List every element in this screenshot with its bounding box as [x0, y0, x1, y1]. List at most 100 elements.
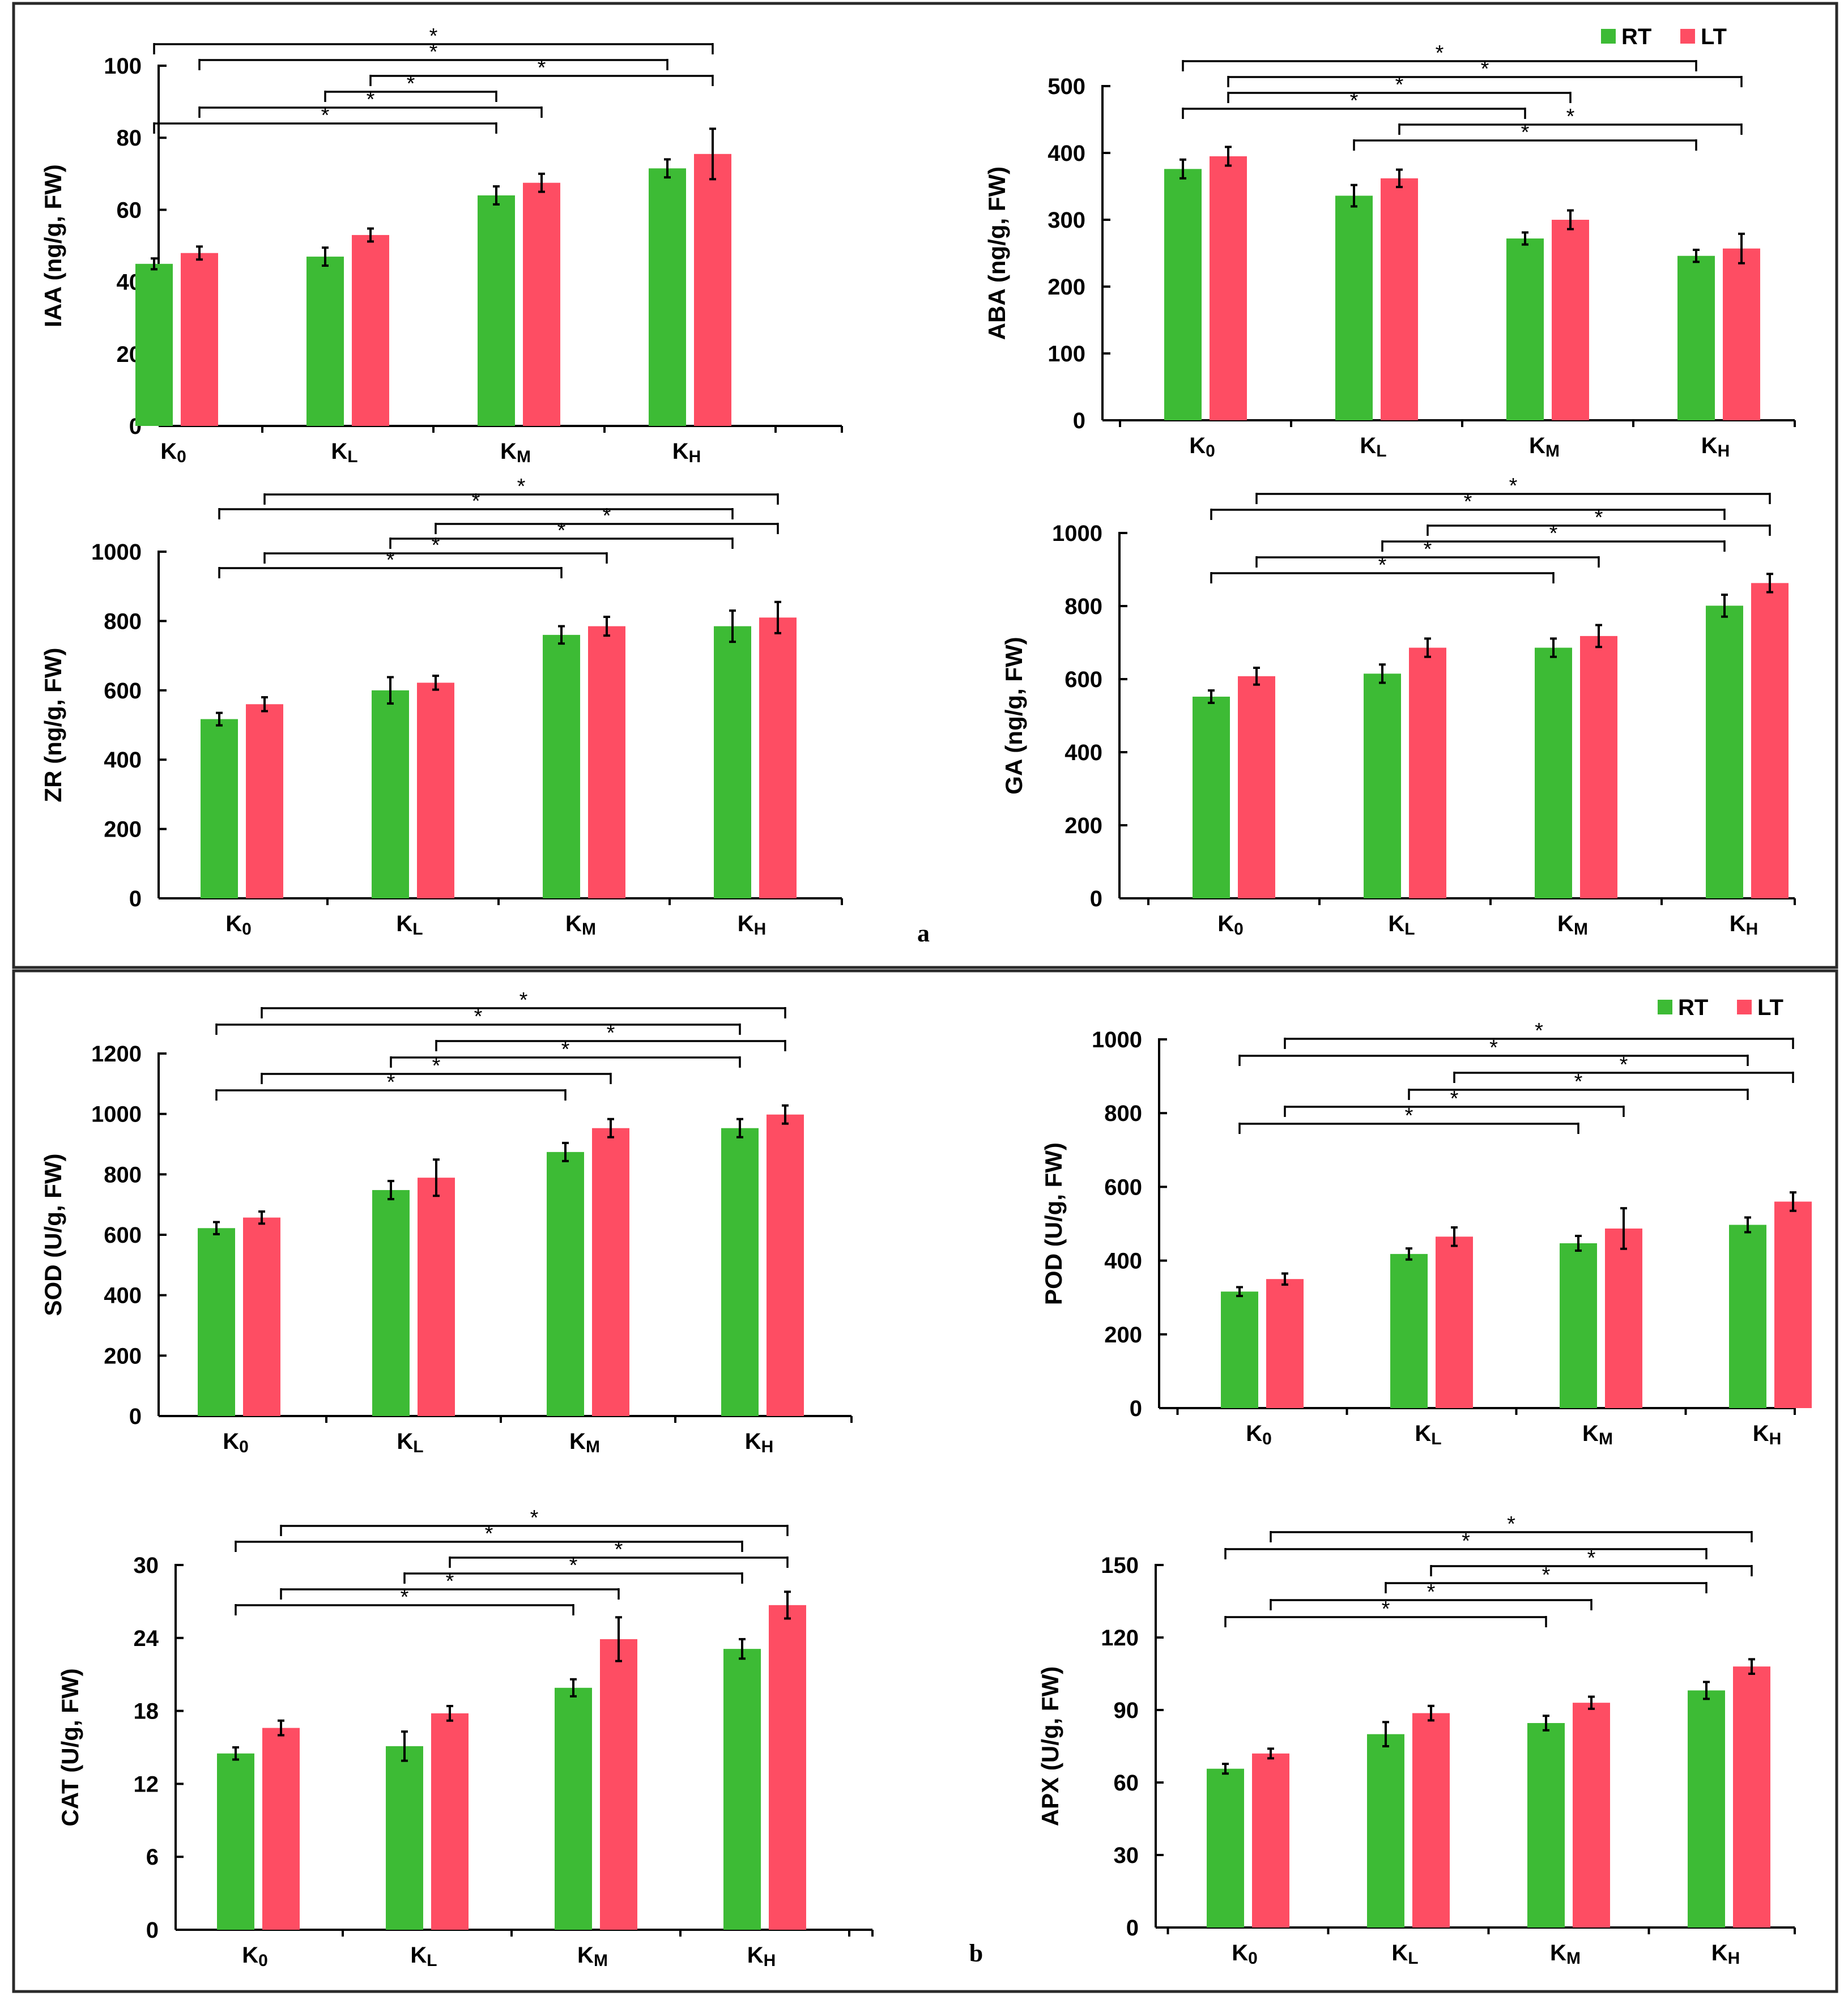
- bar-rt: [1193, 696, 1230, 898]
- x-tick-label: KH: [672, 439, 701, 466]
- bar-rt: [478, 195, 515, 426]
- bar-rt: [547, 1152, 584, 1416]
- bar-lt: [769, 1605, 806, 1930]
- bar-rt: [386, 1746, 423, 1930]
- significance-star: *: [530, 1506, 539, 1530]
- significance-star: *: [367, 88, 375, 112]
- significance-star: *: [1378, 553, 1387, 577]
- bar-lt: [1573, 1703, 1610, 1927]
- bar-rt: [198, 1228, 235, 1416]
- x-tick-label: KM: [500, 439, 531, 466]
- y-axis-title: IAA (ng/g, FW): [40, 164, 66, 327]
- significance-star: *: [446, 1570, 454, 1593]
- significance-star: *: [407, 72, 415, 96]
- bar-lt: [431, 1713, 469, 1930]
- x-tick-label: KL: [1415, 1421, 1441, 1448]
- bar-rt: [649, 168, 686, 426]
- y-tick-label: 400: [1064, 740, 1102, 765]
- legend-label-rt: RT: [1678, 995, 1708, 1020]
- significance-star: *: [1489, 1036, 1498, 1060]
- bar-lt: [694, 153, 731, 426]
- significance-star: *: [538, 56, 546, 80]
- significance-star: *: [1587, 1546, 1596, 1570]
- y-tick-label: 400: [1104, 1249, 1142, 1274]
- y-axis-title: POD (U/g, FW): [1040, 1142, 1067, 1305]
- y-axis-title: SOD (U/g, FW): [40, 1154, 66, 1316]
- y-axis-title: GA (ng/g, FW): [1000, 637, 1027, 794]
- x-tick-label: KM: [569, 1429, 600, 1456]
- chart-ga: 0 200 400 600 800 1000 K0 KL KM KH GA (ng/g, FW) * *…: [1000, 474, 1796, 939]
- y-axis-title: CAT (U/g, FW): [57, 1668, 83, 1826]
- y-tick-label: 0: [146, 1918, 159, 1943]
- y-tick-label: 0: [129, 1404, 142, 1429]
- bar-lt: [1552, 220, 1589, 420]
- significance-star: *: [1350, 89, 1359, 113]
- significance-star: *: [387, 1071, 395, 1094]
- bar-lt: [592, 1128, 629, 1416]
- panel-label-b: b: [969, 1939, 983, 1967]
- y-tick-label: 400: [104, 1283, 142, 1308]
- bar-rt: [135, 263, 173, 426]
- bar-rt: [1729, 1225, 1766, 1408]
- significance-star: *: [1427, 1580, 1436, 1604]
- y-axis-title: ZR (ng/g, FW): [40, 648, 66, 803]
- x-tick-label: KL: [1360, 433, 1386, 460]
- x-tick-label: KH: [1701, 433, 1730, 460]
- bar-lt: [1580, 636, 1617, 898]
- bar-rt: [555, 1687, 592, 1930]
- y-tick-label: 1000: [91, 540, 142, 565]
- x-tick-label: KL: [397, 1429, 423, 1456]
- legend-label-lt: LT: [1701, 24, 1727, 49]
- y-tick-label: 6: [146, 1845, 159, 1870]
- x-tick-label: KM: [1550, 1941, 1581, 1968]
- bar-lt: [1412, 1713, 1450, 1927]
- bar-rt: [217, 1753, 254, 1930]
- bar-rt: [1706, 605, 1743, 898]
- x-tick-label: KL: [331, 439, 357, 466]
- panel-b-frame: [12, 969, 1838, 1993]
- significance-star: *: [1549, 522, 1558, 545]
- significance-star: *: [1462, 1529, 1470, 1553]
- bar-rt: [1364, 673, 1401, 898]
- bar-lt: [1381, 178, 1418, 420]
- bar-rt: [372, 690, 409, 898]
- bar-lt: [1605, 1228, 1642, 1408]
- legend-swatch-lt: [1737, 1000, 1752, 1014]
- x-tick-label: KL: [396, 911, 423, 939]
- bar-rt: [714, 626, 751, 898]
- bar-rt: [1390, 1253, 1428, 1408]
- y-tick-label: 800: [1104, 1101, 1142, 1126]
- significance-star: *: [1464, 490, 1472, 514]
- y-tick-label: 30: [1114, 1843, 1139, 1868]
- significance-star: *: [1521, 121, 1530, 144]
- bar-lt: [243, 1217, 280, 1416]
- x-tick-label: KH: [1711, 1941, 1740, 1968]
- bar-rt: [372, 1190, 410, 1416]
- bar-lt: [523, 182, 560, 426]
- significance-star: *: [520, 988, 528, 1012]
- legend-label-lt: LT: [1757, 995, 1783, 1020]
- y-tick-label: 200: [104, 1344, 142, 1368]
- x-tick-label: K0: [1217, 911, 1244, 939]
- bar-lt: [262, 1728, 300, 1930]
- chart-apx: 0 30 60 90 120 150 K0 KL KM KH APX (U/g, FW) * * * * * *: [1037, 1512, 1796, 1968]
- legend-swatch-lt: [1680, 29, 1695, 44]
- significance-star: *: [1509, 474, 1518, 498]
- x-tick-label: KM: [1582, 1421, 1613, 1448]
- significance-star: *: [321, 104, 330, 127]
- y-tick-label: 800: [1064, 594, 1102, 619]
- significance-star: *: [615, 1538, 623, 1562]
- chart-sod: 0 200 400 600 800 1000 1200 K0 KL KM KH SOD (U/g, F…: [40, 988, 853, 1456]
- x-tick-label: K0: [223, 1429, 249, 1456]
- y-tick-label: 12: [134, 1772, 159, 1797]
- bar-lt: [588, 626, 625, 898]
- y-tick-label: 24: [134, 1626, 159, 1651]
- bar-lt: [1409, 647, 1446, 898]
- x-tick-label: K0: [160, 439, 186, 466]
- significance-star: *: [1481, 57, 1489, 81]
- significance-star: *: [1405, 1104, 1413, 1128]
- y-axis-title: ABA (ng/g, FW): [983, 167, 1010, 340]
- significance-star: *: [401, 1585, 409, 1609]
- x-tick-label: KL: [1391, 1941, 1418, 1968]
- bar-lt: [418, 1178, 455, 1416]
